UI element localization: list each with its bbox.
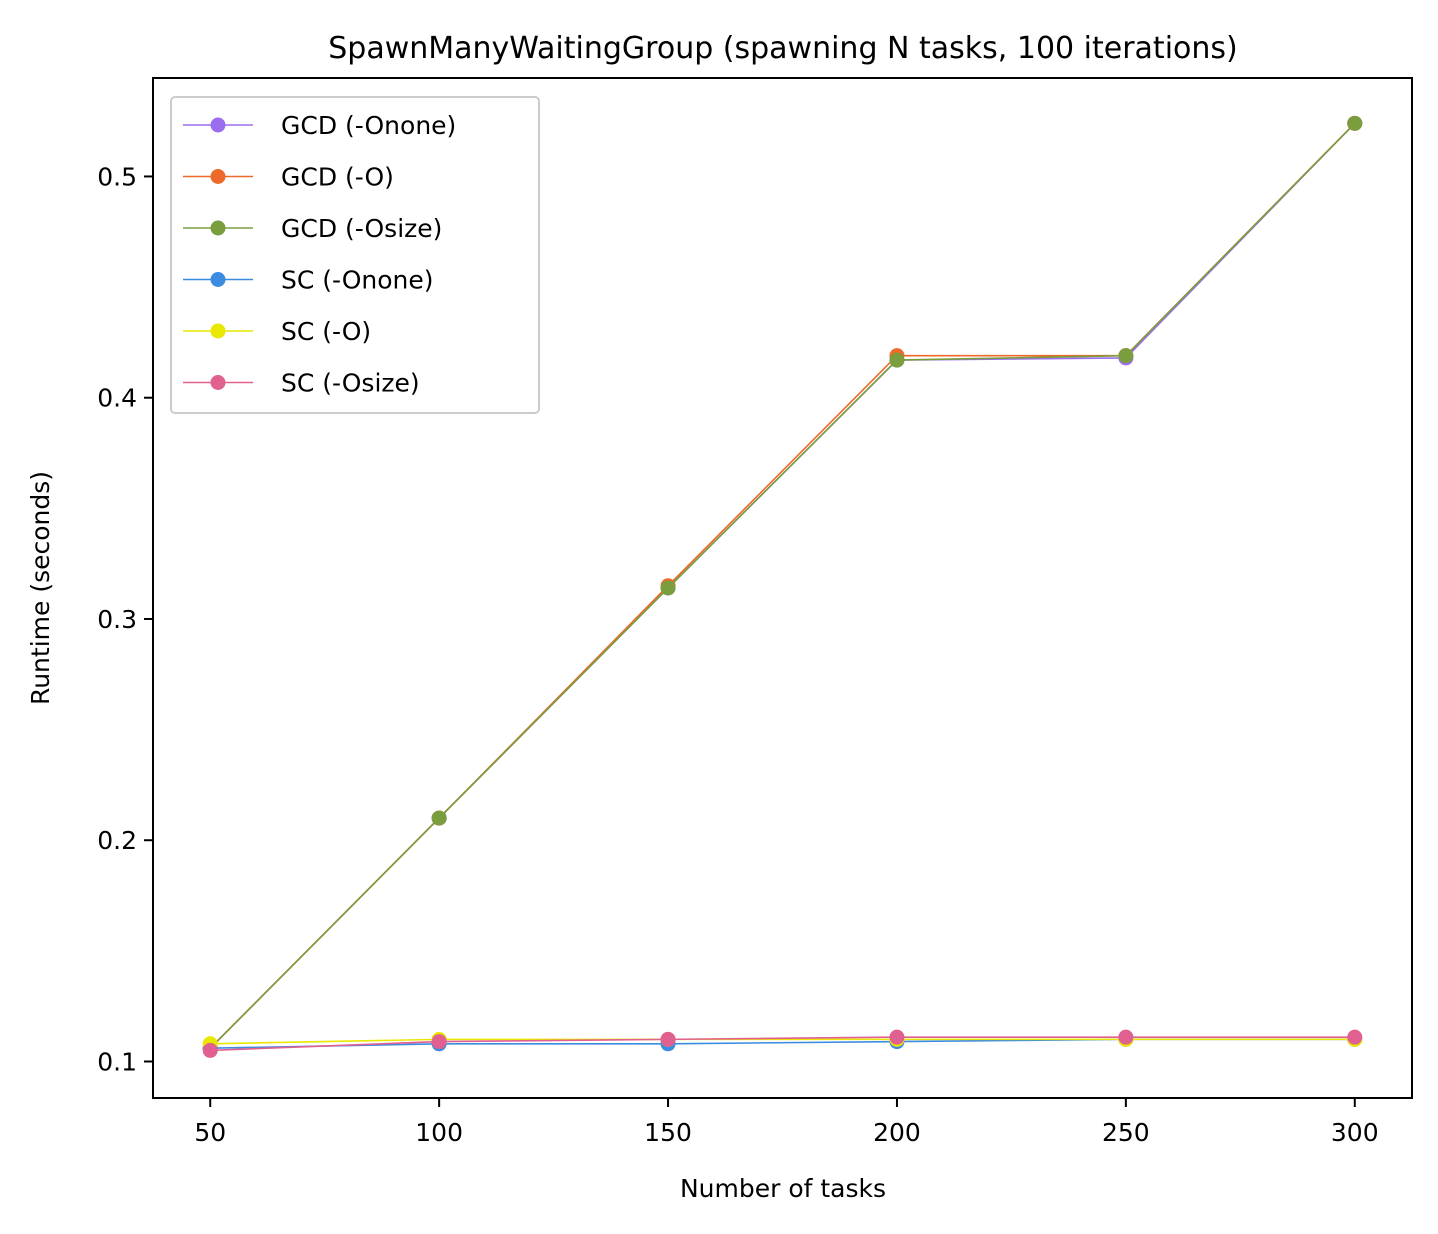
- x-tick-label: 250: [1102, 1118, 1150, 1147]
- y-tick-label: 0.2: [97, 826, 137, 855]
- chart-title: SpawnManyWaitingGroup (spawning N tasks,…: [328, 31, 1237, 66]
- legend-entry: GCD (-O): [183, 163, 394, 192]
- x-tick-label: 300: [1331, 1118, 1379, 1147]
- legend-box: [170, 96, 540, 414]
- legend-entry: GCD (-Onone): [183, 111, 456, 140]
- data-point: [1347, 115, 1363, 131]
- series-5: [202, 1029, 1363, 1058]
- y-tick-label: 0.3: [97, 605, 137, 634]
- data-point: [1347, 1029, 1363, 1045]
- legend-marker: [210, 323, 226, 339]
- data-point: [660, 1031, 676, 1047]
- data-point: [202, 1042, 218, 1058]
- data-point: [1118, 348, 1134, 364]
- x-tick-label: 100: [415, 1118, 463, 1147]
- data-point: [431, 810, 447, 826]
- series-line: [209, 122, 1356, 1049]
- x-axis-ticks: 50 100 150 200 250 300: [194, 1098, 1379, 1147]
- y-tick-label: 0.5: [97, 162, 137, 191]
- legend-marker: [210, 272, 226, 287]
- data-point: [660, 580, 676, 596]
- x-tick-label: 150: [644, 1118, 692, 1147]
- legend-entry: SC (-Osize): [183, 369, 420, 398]
- x-tick-label: 200: [873, 1118, 921, 1147]
- legend-marker: [210, 375, 226, 390]
- data-point: [431, 1034, 447, 1050]
- y-tick-label: 0.4: [97, 384, 137, 413]
- y-tick-label: 0.1: [97, 1047, 137, 1076]
- legend-marker: [210, 220, 226, 236]
- legend-entry: GCD (-Osize): [183, 214, 442, 243]
- legend-label: SC (-Osize): [281, 369, 420, 398]
- series-4: [202, 1031, 1363, 1052]
- series-layer: [202, 115, 1363, 1058]
- data-point: [889, 1029, 905, 1045]
- legend: GCD (-Onone) GCD (-O) GCD (-Osize) SC (-Ono…: [170, 96, 540, 414]
- legend-entry: SC (-Onone): [183, 266, 434, 295]
- legend-marker: [210, 169, 226, 184]
- legend-label: GCD (-O): [281, 163, 394, 192]
- plot-frame: [152, 77, 1413, 1099]
- data-point: [1118, 1029, 1134, 1045]
- x-axis-label: Number of tasks: [680, 1174, 886, 1203]
- data-point: [889, 352, 905, 368]
- y-axis-ticks: 0.1 0.2 0.3 0.4 0.5: [97, 162, 153, 1076]
- legend-marker: [210, 117, 226, 133]
- legend-label: GCD (-Osize): [281, 214, 442, 243]
- legend-label: SC (-Onone): [281, 266, 434, 295]
- x-tick-label: 50: [194, 1118, 226, 1147]
- legend-entry: SC (-O): [183, 317, 371, 346]
- series-line: [210, 1036, 1355, 1052]
- series-line: [210, 1038, 1355, 1045]
- y-axis-label: Runtime (seconds): [26, 471, 55, 705]
- legend-label: SC (-O): [281, 317, 371, 346]
- legend-label: GCD (-Onone): [281, 111, 456, 140]
